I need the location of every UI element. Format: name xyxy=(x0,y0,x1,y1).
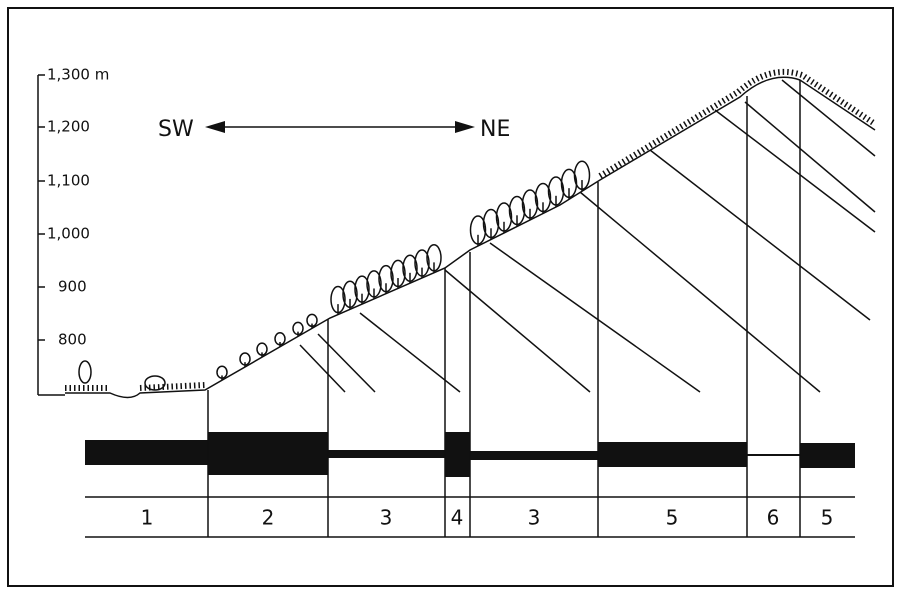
zone-label: 1 xyxy=(141,506,154,530)
zone-label: 5 xyxy=(666,506,679,530)
zone-label: 2 xyxy=(262,506,275,530)
stratum-line xyxy=(650,150,870,320)
arrow-head xyxy=(455,121,475,133)
band-segment xyxy=(445,432,470,477)
tick-label: 1,200 xyxy=(47,118,90,136)
surface-hatching xyxy=(65,385,205,388)
stratum-line xyxy=(445,270,590,392)
band-segment xyxy=(85,440,208,465)
zone-label: 3 xyxy=(528,506,541,530)
stratum-line xyxy=(300,345,345,392)
shrub xyxy=(79,361,91,383)
stratum-line xyxy=(745,102,875,212)
stratum-line xyxy=(318,334,375,392)
zone-labels: 1 2 3 4 3 5 6 5 xyxy=(141,506,834,530)
frame xyxy=(8,8,893,586)
direction-from: SW xyxy=(158,117,194,142)
band-segment xyxy=(747,454,800,456)
zone-label: 4 xyxy=(451,506,464,530)
zone-label: 6 xyxy=(767,506,780,530)
tick-label: 900 xyxy=(58,278,87,296)
arrow-head xyxy=(205,121,225,133)
band-segment xyxy=(598,442,747,467)
tick-label: 1,100 xyxy=(47,172,90,190)
stratum-line xyxy=(580,192,820,392)
tick-label: 1,000 xyxy=(47,225,90,243)
tick-label: 800 xyxy=(58,331,87,349)
tick-label: 1,300 m xyxy=(47,66,109,84)
zone-label: 5 xyxy=(821,506,834,530)
band-segment xyxy=(328,450,445,458)
page: 1,300 m 1,200 1,100 1,000 900 800 SW NE … xyxy=(0,0,902,594)
band-segment xyxy=(208,432,328,475)
direction-to: NE xyxy=(480,117,510,142)
band-segment xyxy=(470,451,598,460)
diagram: 1,300 m 1,200 1,100 1,000 900 800 SW NE … xyxy=(0,0,902,594)
surface-hatching xyxy=(600,72,875,176)
band-segment xyxy=(800,443,855,468)
stratum-line xyxy=(715,110,875,232)
zone-label: 3 xyxy=(380,506,393,530)
